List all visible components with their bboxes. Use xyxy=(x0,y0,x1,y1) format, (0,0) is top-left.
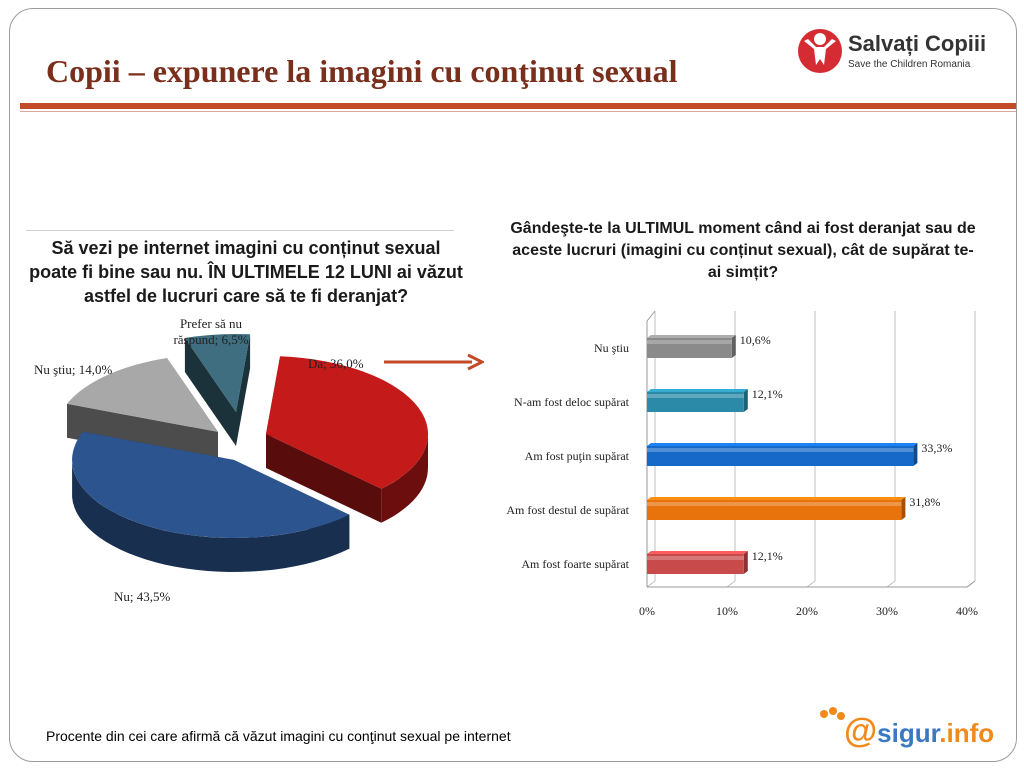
pie-label-prefer: Prefer să nu răspund; 6,5% xyxy=(173,316,249,347)
x-tick-label: 10% xyxy=(716,604,738,618)
bar xyxy=(647,443,918,466)
value-label: 10,6% xyxy=(740,333,771,347)
bar xyxy=(647,551,748,574)
title-rule-thin xyxy=(20,111,1016,112)
title-rule xyxy=(20,103,1016,109)
salvati-copiii-logo: Salvați Copiii Save the Children Romania xyxy=(796,25,1006,87)
bar-question: Gândeşte-te la ULTIMUL moment când ai fo… xyxy=(510,220,976,281)
value-label: 12,1% xyxy=(752,549,783,563)
arrow-icon xyxy=(384,353,484,371)
sigur-info-logo: @sigur.info xyxy=(814,704,998,758)
pie-slice-0 xyxy=(266,356,429,523)
category-label: N-am fost deloc supărat xyxy=(514,395,630,409)
bar xyxy=(647,335,736,358)
x-tick-label: 40% xyxy=(956,604,978,618)
page-title: Copii – expunere la imagini cu conţinut … xyxy=(46,53,678,89)
x-tick-label: 20% xyxy=(796,604,818,618)
pie-label-nu: Nu; 43,5% xyxy=(114,589,171,604)
category-label: Am fost puţin supărat xyxy=(525,449,630,463)
pie-question: Să vezi pe internet imagini cu conținut … xyxy=(29,238,463,306)
pie-slice-3 xyxy=(184,334,251,446)
category-label: Nu ştiu xyxy=(594,341,629,355)
child-figure-icon xyxy=(798,29,842,73)
logo-subtitle: Save the Children Romania xyxy=(848,59,971,70)
x-tick-label: 30% xyxy=(876,604,898,618)
paw-icon xyxy=(820,707,845,720)
category-label: Am fost destul de supărat xyxy=(506,503,629,517)
value-label: 31,8% xyxy=(909,495,940,509)
pie-question-rule xyxy=(26,230,454,231)
pie-slice-1 xyxy=(72,431,350,572)
category-label: Am fost foarte supărat xyxy=(521,557,629,571)
value-label: 33,3% xyxy=(921,441,952,455)
bar xyxy=(647,389,748,412)
x-tick-label: 0% xyxy=(639,604,655,618)
sigur-wordmark: @sigur.info xyxy=(844,712,995,750)
value-label: 12,1% xyxy=(752,387,783,401)
bar-chart: 0% 10% 20% 30% 40% Nu ştiu 10,6% N-am fost delo… xyxy=(506,310,978,618)
logo-name: Salvați Copiii xyxy=(848,31,987,56)
bar xyxy=(647,497,906,520)
footnote: Procente din cei care afirmă că văzut im… xyxy=(46,728,511,744)
pie-label-da: Da; 36,0% xyxy=(308,356,364,371)
pie-label-nu-stiu: Nu ştiu; 14,0% xyxy=(34,362,113,377)
pie-chart xyxy=(67,334,429,572)
